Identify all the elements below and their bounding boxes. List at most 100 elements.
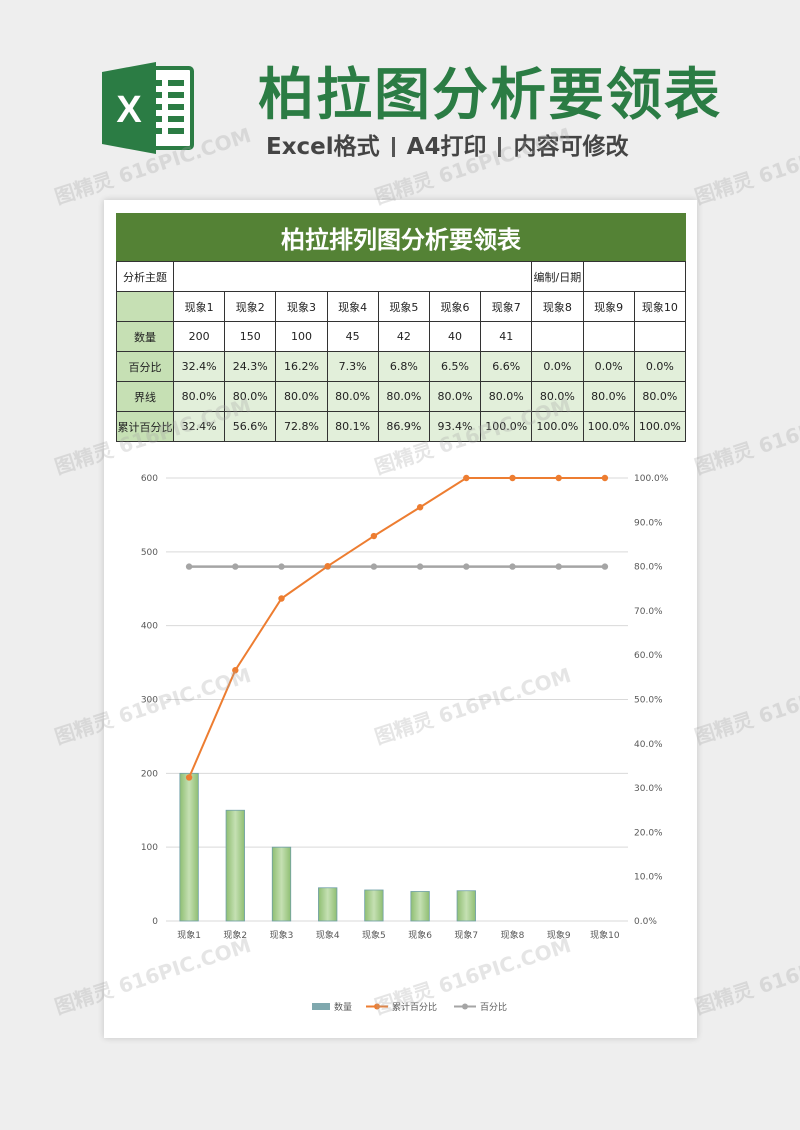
x-tick-label: 现象8: [501, 929, 525, 941]
data-cell[interactable]: [531, 321, 584, 352]
series-point: [232, 563, 239, 570]
data-cell[interactable]: 40: [428, 321, 482, 352]
y-left-tick-label: 100: [141, 843, 158, 853]
x-tick-label: 现象7: [454, 929, 478, 941]
data-cell: 100.0%: [582, 411, 635, 442]
data-cell: 72.8%: [275, 411, 328, 442]
data-cell[interactable]: 150: [224, 321, 277, 352]
watermark: 图精灵 616PIC.COM: [691, 662, 800, 749]
y-right-tick-label: 60.0%: [634, 651, 663, 661]
data-cell: 7.3%: [326, 351, 379, 382]
y-right-tick-label: 30.0%: [634, 784, 663, 794]
series-point: [185, 563, 193, 570]
legend-label: 累计百分比: [392, 1001, 437, 1013]
x-tick-label: 现象1: [177, 929, 201, 941]
data-cell: 0.0%: [531, 351, 584, 382]
series-point: [185, 774, 193, 781]
series-point: [463, 474, 470, 482]
data-cell[interactable]: 45: [326, 321, 379, 352]
corner-cell: [116, 291, 174, 322]
logo-letter: X: [116, 89, 142, 131]
data-cell: 80.0%: [428, 381, 482, 412]
y-right-tick-label: 10.0%: [634, 873, 663, 883]
data-cell: 100.0%: [633, 411, 687, 442]
data-cell[interactable]: 41: [480, 321, 533, 352]
worksheet-preview: 柏拉排列图分析要领表 分析主题 编制/日期 现象1 现象2 现象3 现象4 现象…: [104, 200, 697, 1038]
series-point: [463, 563, 470, 570]
column-header: 现象3: [275, 291, 328, 322]
series-point: [278, 595, 285, 602]
data-cell[interactable]: 42: [377, 321, 430, 352]
data-cell: 86.9%: [377, 411, 430, 442]
column-header: 现象4: [326, 291, 379, 322]
y-right-tick-label: 20.0%: [634, 828, 663, 838]
x-tick-label: 现象6: [408, 929, 432, 941]
bar-quantity: [364, 889, 384, 922]
series-point: [555, 474, 562, 482]
row-label-cumulative: 累计百分比: [116, 411, 174, 442]
y-right-tick-label: 90.0%: [634, 518, 663, 528]
data-cell: 80.0%: [480, 381, 533, 412]
data-cell: 24.3%: [224, 351, 277, 382]
data-cell: 6.5%: [428, 351, 482, 382]
data-cell[interactable]: [582, 321, 635, 352]
legend-swatch-marker: [462, 1003, 468, 1010]
y-left-tick-label: 300: [141, 696, 158, 706]
y-right-tick-label: 100.0%: [634, 474, 669, 484]
y-left-tick-label: 500: [141, 548, 158, 558]
separator: [391, 137, 395, 157]
column-header: 现象10: [633, 291, 687, 322]
data-cell: 80.0%: [582, 381, 635, 412]
x-tick-label: 现象5: [362, 929, 386, 941]
y-right-tick-label: 70.0%: [634, 607, 663, 617]
series-point: [509, 563, 516, 570]
table-banner-title: 柏拉排列图分析要领表: [116, 213, 686, 261]
data-cell: 80.0%: [377, 381, 430, 412]
series-point: [601, 474, 609, 482]
data-cell[interactable]: [633, 321, 687, 352]
data-cell: 0.0%: [633, 351, 687, 382]
data-cell[interactable]: 100: [275, 321, 328, 352]
bar-quantity: [318, 887, 338, 922]
bar-quantity: [179, 772, 199, 922]
legend-label: 数量: [334, 1001, 352, 1013]
table-row: 累计百分比 32.4% 56.6% 72.8% 80.1% 86.9% 93.4…: [116, 411, 687, 442]
data-cell: 6.8%: [377, 351, 430, 382]
series-point: [232, 667, 239, 674]
legend-label: 百分比: [480, 1001, 507, 1013]
page-title: 柏拉图分析要领表: [258, 63, 722, 128]
subtitle-editable: 内容可修改: [513, 134, 629, 160]
pareto-table: 分析主题 编制/日期 现象1 现象2 现象3 现象4 现象5 现象6 现象7 现…: [116, 261, 687, 442]
data-cell: 80.0%: [224, 381, 277, 412]
data-cell[interactable]: 200: [172, 321, 226, 352]
table-row: 百分比 32.4% 24.3% 16.2% 7.3% 6.8% 6.5% 6.6…: [116, 351, 687, 382]
topic-value-cell[interactable]: [172, 261, 533, 292]
series-point: [555, 563, 562, 570]
data-cell: 80.0%: [633, 381, 687, 412]
data-cell: 80.0%: [531, 381, 584, 412]
data-cell: 93.4%: [428, 411, 482, 442]
data-cell: 80.1%: [326, 411, 379, 442]
series-point: [324, 562, 331, 570]
legend-swatch: [312, 1003, 330, 1010]
subtitle-format: Excel格式: [266, 134, 380, 160]
y-left-tick-label: 0: [152, 917, 158, 927]
y-right-tick-label: 80.0%: [634, 563, 663, 573]
bar-quantity: [225, 809, 245, 922]
column-header: 现象1: [172, 291, 226, 322]
data-cell: 80.0%: [326, 381, 379, 412]
data-cell: 16.2%: [275, 351, 328, 382]
column-header: 现象7: [480, 291, 533, 322]
series-point: [370, 532, 378, 540]
column-header: 现象2: [224, 291, 277, 322]
series-point: [278, 563, 285, 570]
date-value-cell[interactable]: [582, 261, 686, 292]
data-cell: 0.0%: [582, 351, 635, 382]
data-cell: 32.4%: [172, 351, 226, 382]
data-cell: 6.6%: [480, 351, 533, 382]
y-right-tick-label: 50.0%: [634, 696, 663, 706]
y-left-tick-label: 200: [141, 769, 158, 779]
data-cell: 100.0%: [480, 411, 533, 442]
table-row: 现象1 现象2 现象3 现象4 现象5 现象6 现象7 现象8 现象9 现象10: [116, 291, 687, 322]
data-cell: 32.4%: [172, 411, 226, 442]
